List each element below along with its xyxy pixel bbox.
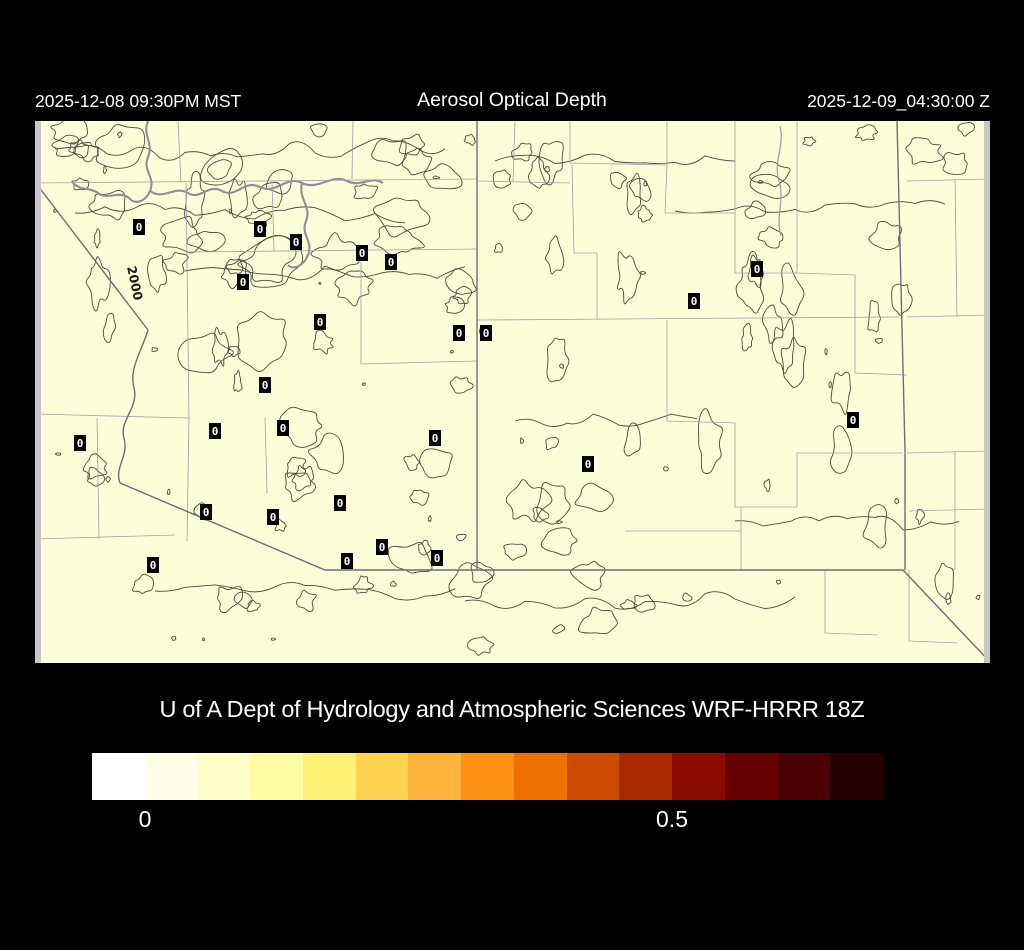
station-marker: 0 [385, 254, 397, 270]
colorbar-segment [777, 753, 831, 800]
page-title: Aerosol Optical Depth [417, 89, 607, 111]
map-background [35, 121, 990, 663]
colorbar-segment [302, 753, 356, 800]
colorbar-segment [144, 753, 198, 800]
station-marker: 0 [429, 430, 441, 446]
colorbar-segment [830, 753, 884, 800]
station-marker: 0 [74, 435, 86, 451]
valid-time-local: 2025-12-08 09:30PM MST [35, 91, 242, 111]
map-left-edge [35, 121, 41, 663]
colorbar-segment [197, 753, 251, 800]
station-marker: 0 [254, 221, 266, 237]
station-marker: 0 [582, 456, 594, 472]
station-marker: 0 [277, 420, 289, 436]
colorbar-segment [724, 753, 778, 800]
station-marker: 0 [688, 293, 700, 309]
contour-elevation-label: 2000 [124, 265, 146, 302]
station-marker: 0 [147, 557, 159, 573]
station-marker: 0 [847, 412, 859, 428]
colorbar-segment [250, 753, 303, 800]
colorbar-segment [408, 753, 462, 800]
colorbar [92, 753, 884, 800]
colorbar-segment [461, 753, 514, 800]
station-marker: 0 [209, 423, 221, 439]
county-borders [35, 121, 990, 644]
station-marker: 0 [200, 504, 212, 520]
credit-line: U of A Dept of Hydrology and Atmospheric… [159, 696, 865, 722]
station-marker: 0 [480, 325, 492, 341]
station-marker: 0 [453, 325, 465, 341]
colorbar-segment [619, 753, 673, 800]
river-lines [72, 121, 782, 269]
station-marker: 0 [431, 550, 443, 566]
station-marker: 0 [334, 495, 346, 511]
valid-time-utc: 2025-12-09_04:30:00 Z [807, 91, 990, 111]
station-marker: 0 [314, 314, 326, 330]
colorbar-ticks: 0 0.5 [0, 806, 1024, 840]
colorbar-segment [92, 753, 145, 800]
colorbar-segment [513, 753, 567, 800]
colorbar-tick-label: 0 [138, 806, 152, 832]
terrain-contours [50, 121, 981, 656]
station-marker: 0 [290, 234, 302, 250]
station-marker: 0 [133, 219, 145, 235]
station-marker: 0 [376, 539, 388, 555]
station-marker: 0 [356, 245, 368, 261]
colorbar-segment [566, 753, 620, 800]
station-marker: 0 [259, 377, 271, 393]
colorbar-tick-label: 0.5 [656, 806, 688, 832]
station-marker: 0 [267, 509, 279, 525]
colorbar-segment [672, 753, 725, 800]
station-marker: 0 [751, 261, 763, 277]
station-marker: 0 [341, 553, 353, 569]
colorbar-segment [355, 753, 409, 800]
map-artwork: 2000 [35, 121, 990, 663]
station-marker: 0 [237, 274, 249, 290]
state-borders [35, 121, 990, 663]
map-right-edge [984, 121, 990, 663]
